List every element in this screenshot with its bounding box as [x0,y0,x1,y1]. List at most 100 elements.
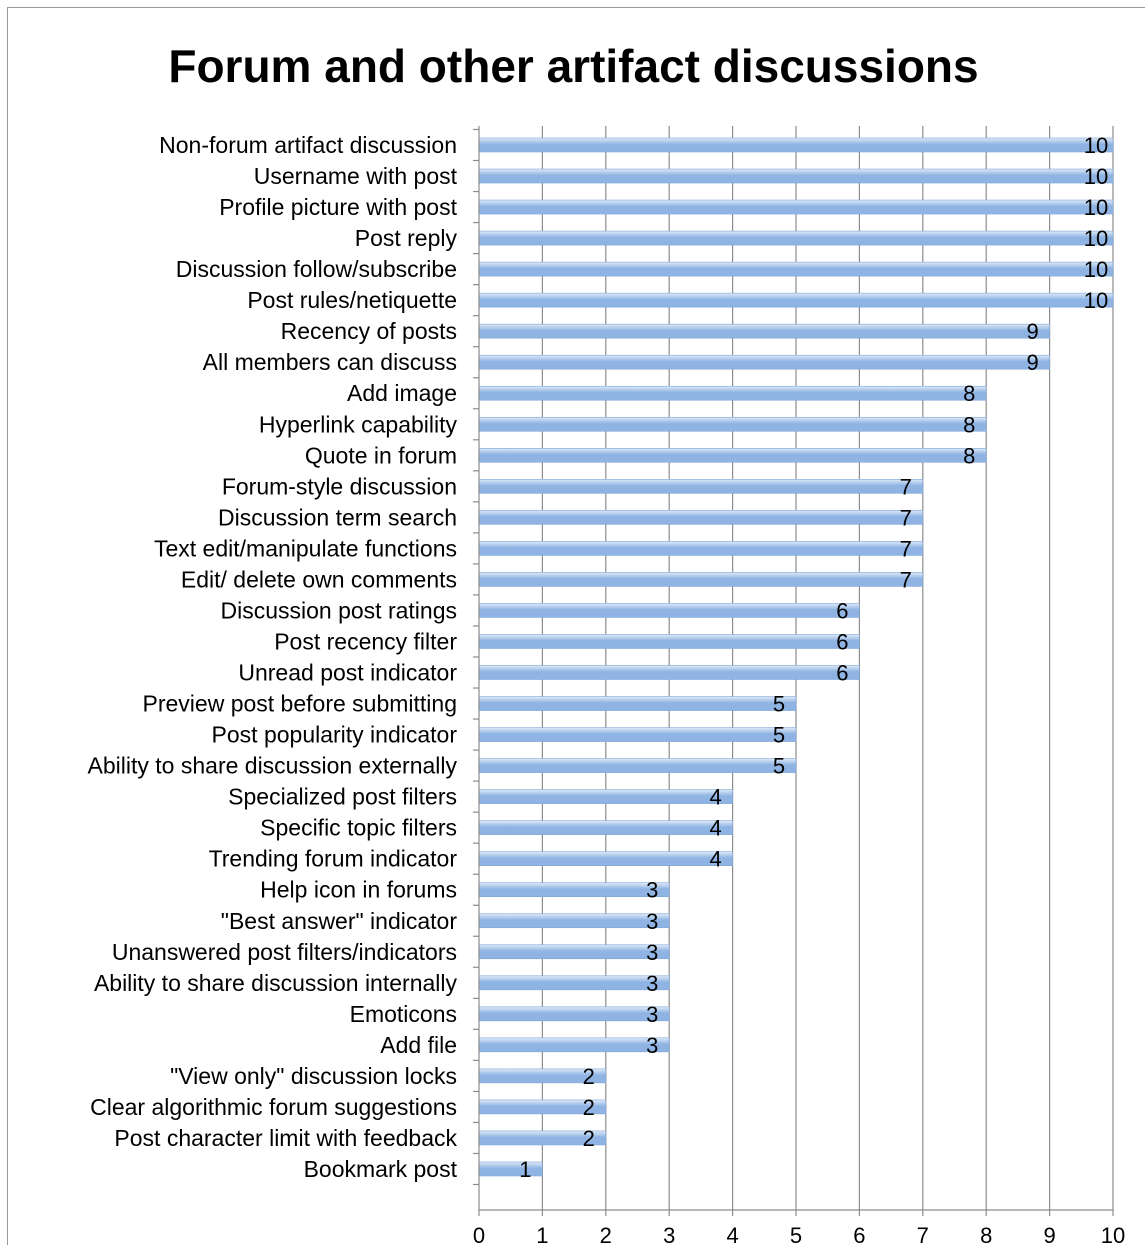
category-label: Post reply [355,225,458,251]
category-label: Specific topic filters [260,815,457,841]
category-label: Discussion post ratings [221,597,458,623]
category-label: Add image [347,380,457,406]
data-label: 8 [963,412,975,437]
category-label: Unread post indicator [238,660,457,686]
category-label: Emoticons [350,1001,457,1027]
category-label: Preview post before submitting [143,691,458,717]
bar [478,696,797,711]
category-label: Help icon in forums [260,877,457,903]
category-label: Discussion follow/subscribe [176,256,457,282]
data-label: 3 [646,1033,658,1058]
category-label: Trending forum indicator [209,846,458,872]
x-tick-label: 3 [663,1223,675,1247]
bars [478,137,1114,1177]
category-label: Username with post [254,163,458,189]
axes: 0 1 2 3 4 5 6 7 8 9 10 [473,126,1125,1247]
bar [478,261,1114,277]
data-label: 4 [709,785,721,810]
bar [478,447,987,463]
category-label: Hyperlink capability [259,411,458,437]
x-tick-label: 6 [853,1223,865,1247]
data-label: 3 [646,971,658,996]
bar [478,510,924,525]
bar [478,354,1050,370]
data-label: 9 [1026,319,1038,344]
category-label: Quote in forum [305,442,457,468]
data-label: 6 [836,598,848,623]
data-label: 3 [646,909,658,934]
data-label: 10 [1084,164,1108,189]
category-label: Profile picture with post [219,194,457,220]
data-label: 6 [836,629,848,654]
bar [478,665,860,680]
x-tick-label: 4 [726,1223,738,1247]
data-label: 7 [900,505,912,530]
bar [478,1161,543,1177]
data-label: 10 [1084,133,1108,158]
category-label: Text edit/manipulate functions [154,535,457,561]
bar [478,230,1114,246]
category-label: Non-forum artifact discussion [159,132,457,158]
bar [478,944,670,960]
x-tick-label: 2 [600,1223,612,1247]
data-label: 3 [646,940,658,965]
category-label: Discussion term search [218,504,457,530]
x-tick-label: 0 [473,1223,485,1247]
data-label: 8 [963,443,975,468]
data-label: 4 [709,816,721,841]
data-label: 6 [836,661,848,686]
category-label: "View only" discussion locks [170,1063,457,1089]
data-label: 5 [773,692,785,717]
category-label: "Best answer" indicator [221,908,458,934]
bar [478,882,670,898]
chart-frame [7,7,1145,1245]
data-label: 5 [773,723,785,748]
x-tick-label: 7 [917,1223,929,1247]
data-label: 3 [646,1002,658,1027]
chart-title: Forum and other artifact discussions [168,40,979,92]
bar [478,913,670,929]
bar [478,292,1114,308]
data-label: 10 [1084,226,1108,251]
data-label: 1 [519,1157,531,1182]
bar [478,789,733,804]
category-label: Post recency filter [274,628,457,654]
bar [478,1037,670,1053]
category-label: Ability to share discussion externally [88,753,458,779]
labels: Non-forum artifact discussion 10 Username … [88,132,1109,1182]
data-label: 7 [900,474,912,499]
bar [478,168,1114,184]
category-label: Unanswered post filters/indicators [112,939,457,965]
category-label: All members can discuss [203,349,457,375]
category-label: Recency of posts [281,318,457,344]
category-label: Bookmark post [304,1156,458,1182]
data-label: 2 [583,1095,595,1120]
x-tick-label: 5 [790,1223,802,1247]
category-label: Specialized post filters [228,784,457,810]
category-label: Post character limit with feedback [114,1125,457,1151]
data-label: 7 [900,536,912,561]
bar [478,385,987,401]
bar [478,634,860,649]
x-tick-label: 9 [1043,1223,1055,1247]
category-label: Post rules/netiquette [247,287,457,313]
category-label: Edit/ delete own comments [181,566,457,592]
bar [478,572,924,587]
bar [478,416,987,432]
bar [478,137,1114,153]
category-label: Ability to share discussion internally [94,970,458,996]
data-label: 9 [1026,350,1038,375]
data-label: 2 [583,1064,595,1089]
category-label: Post popularity indicator [212,722,458,748]
bar [478,199,1114,215]
data-label: 5 [773,754,785,779]
category-label: Add file [380,1032,457,1058]
bar [478,541,924,556]
data-label: 10 [1084,195,1108,220]
data-label: 3 [646,878,658,903]
data-label: 7 [900,567,912,592]
bar [478,758,797,773]
data-label: 10 [1084,288,1108,313]
bar [478,727,797,742]
